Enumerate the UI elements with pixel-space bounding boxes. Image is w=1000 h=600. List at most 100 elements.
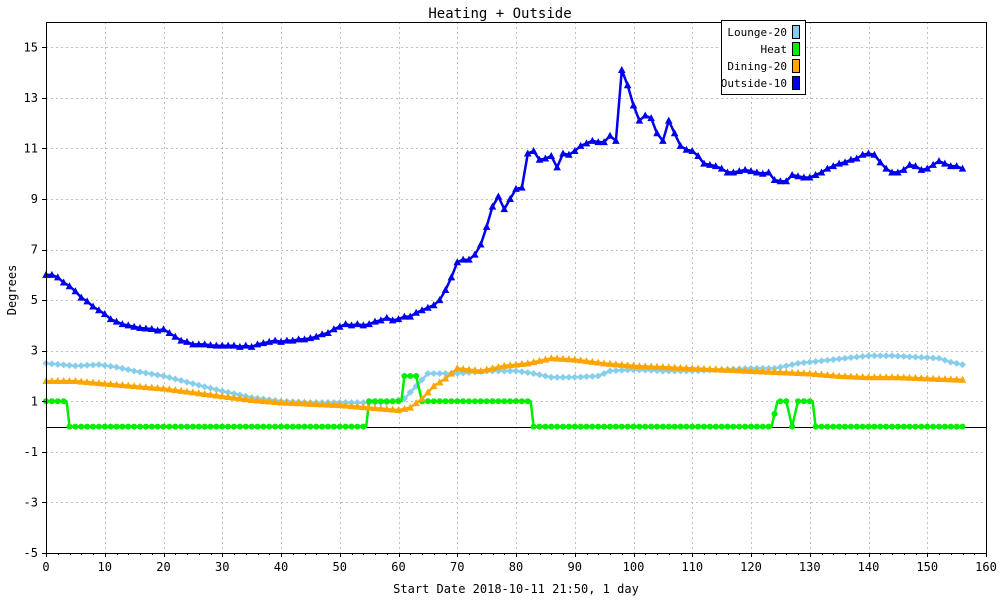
data-point	[776, 177, 785, 185]
data-point	[506, 361, 514, 369]
data-point	[560, 423, 566, 430]
data-point	[100, 310, 109, 318]
data-point	[125, 423, 132, 430]
data-point	[847, 155, 855, 163]
data-point	[172, 423, 179, 430]
data-point	[635, 116, 644, 124]
data-point	[730, 423, 737, 430]
y-tick-label: 3	[31, 344, 38, 358]
data-point	[758, 367, 767, 375]
data-point	[547, 354, 556, 362]
data-point	[442, 398, 449, 405]
legend-swatch	[792, 59, 800, 73]
data-point	[918, 423, 925, 430]
data-point	[78, 423, 85, 430]
data-point	[171, 332, 180, 340]
data-point	[889, 423, 895, 430]
data-point	[441, 374, 450, 382]
data-point	[401, 373, 408, 379]
data-point	[747, 366, 755, 374]
data-point	[682, 364, 691, 372]
data-point	[230, 390, 238, 398]
data-point	[95, 379, 103, 387]
data-point	[589, 423, 596, 430]
data-point	[653, 362, 661, 370]
data-point	[212, 341, 221, 349]
data-point	[818, 357, 825, 365]
x-tick-label: 160	[975, 560, 997, 574]
y-tick-label: -1	[24, 445, 38, 459]
data-point	[130, 322, 138, 330]
data-point	[541, 355, 550, 363]
data-point	[953, 423, 960, 430]
data-point	[118, 320, 127, 328]
data-point	[277, 398, 285, 406]
data-point	[148, 370, 156, 378]
data-point	[471, 366, 479, 374]
legend-label: Dining-20	[727, 60, 787, 73]
data-point	[83, 361, 91, 369]
data-point	[812, 357, 820, 365]
data-point	[859, 352, 867, 360]
data-point	[648, 423, 655, 430]
data-point	[377, 316, 385, 324]
data-point	[206, 341, 215, 349]
data-point	[189, 380, 197, 388]
series-outside-10	[42, 66, 967, 350]
data-point	[341, 320, 350, 328]
data-point	[325, 423, 331, 430]
chart-title: Heating + Outside	[428, 6, 571, 22]
data-point	[230, 341, 238, 349]
data-point	[218, 387, 226, 395]
data-point	[670, 363, 679, 371]
data-point	[748, 423, 754, 430]
data-point	[189, 388, 197, 396]
data-point	[911, 162, 920, 170]
data-point	[641, 111, 650, 119]
data-point	[201, 383, 209, 391]
data-point	[524, 398, 531, 405]
data-point	[958, 164, 967, 172]
data-point	[636, 423, 643, 430]
data-point	[130, 382, 138, 390]
data-point	[583, 423, 590, 430]
data-point	[835, 355, 843, 363]
data-point	[876, 373, 885, 381]
data-point	[483, 398, 490, 405]
data-point	[823, 370, 832, 378]
data-point	[471, 250, 479, 258]
data-point	[930, 423, 937, 430]
y-tick-label: -5	[24, 546, 38, 560]
y-axis-label: Degrees	[5, 265, 19, 316]
data-point	[654, 423, 660, 430]
data-point	[307, 423, 314, 430]
data-point	[565, 355, 573, 363]
data-point	[224, 392, 232, 400]
x-tick-label: 140	[858, 560, 880, 574]
data-point	[606, 359, 614, 367]
data-point	[664, 116, 673, 124]
data-point	[207, 423, 214, 430]
data-point	[119, 423, 126, 430]
data-point	[429, 382, 438, 390]
data-point	[795, 398, 801, 405]
data-point	[858, 373, 867, 381]
data-point	[394, 406, 403, 414]
data-point	[178, 423, 185, 430]
data-point	[764, 168, 773, 176]
data-point	[171, 386, 180, 394]
data-point	[383, 398, 390, 405]
data-point	[936, 423, 942, 430]
data-point	[523, 149, 532, 157]
data-point	[701, 423, 707, 430]
data-point	[225, 423, 232, 430]
data-point	[476, 366, 485, 374]
data-point	[629, 101, 638, 109]
data-point	[447, 369, 456, 377]
data-point	[371, 317, 379, 325]
data-point	[77, 362, 85, 370]
data-point	[548, 423, 555, 430]
data-point	[812, 423, 819, 430]
data-point	[688, 146, 697, 154]
data-point	[283, 336, 291, 344]
